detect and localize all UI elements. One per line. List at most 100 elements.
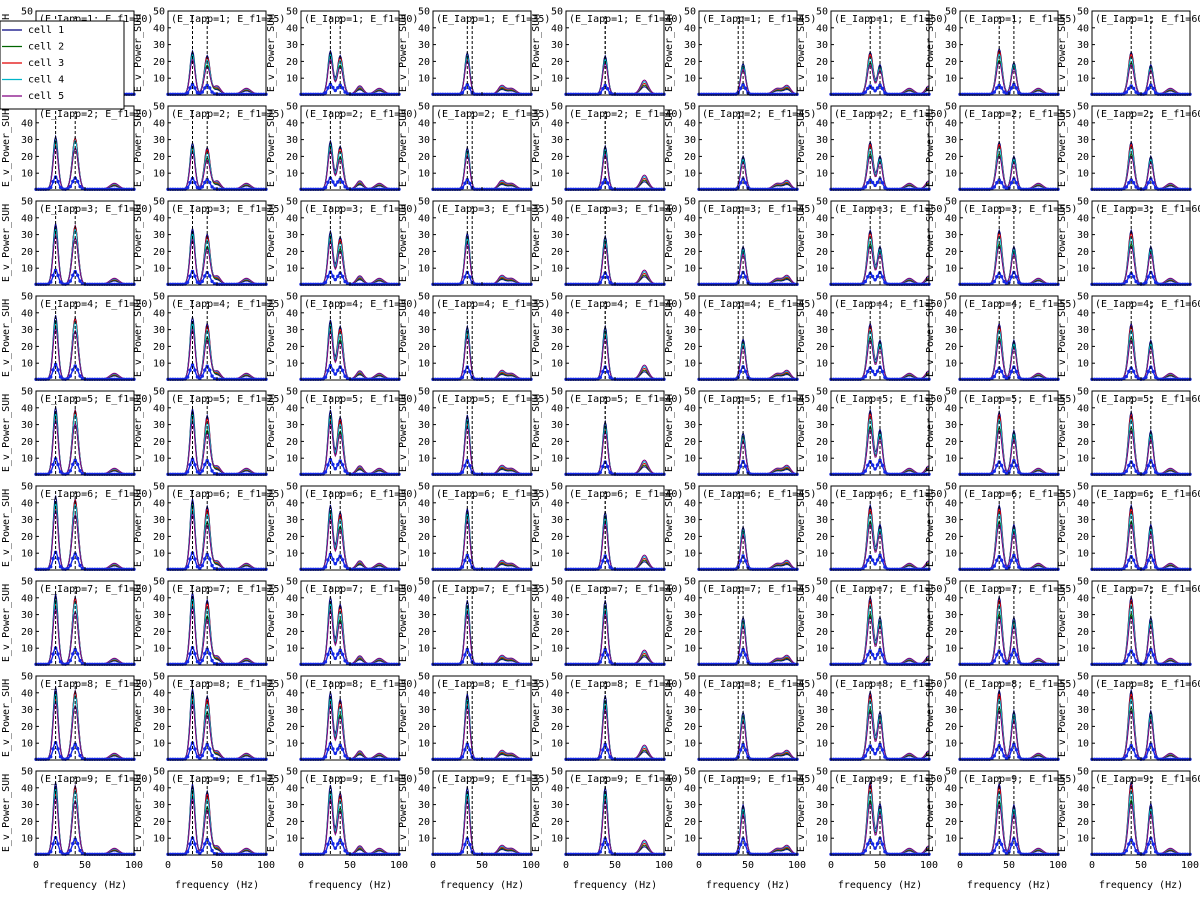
y-tick-label-20-iapp2-f45: 20	[684, 152, 696, 163]
data-point-mean-iapp4-f55	[1002, 374, 1006, 379]
y-tick-label-10-iapp2-f50: 10	[816, 169, 828, 180]
y-tick-label-30-iapp5-f50: 30	[816, 420, 828, 431]
data-point-mean-iapp3-f25	[208, 274, 212, 278]
data-point-mean-iapp3-f20	[51, 273, 55, 278]
data-point-mean-iapp9-f20	[76, 841, 80, 846]
y-tick-label-20-iapp8-f50: 20	[816, 722, 828, 733]
series-line-cell-5-iapp1-f30	[301, 58, 399, 95]
series-line-cell-4-iapp6-f35	[433, 514, 531, 570]
data-point-mean-iapp4-f25	[193, 368, 197, 372]
series-line-cell-2-iapp2-f35	[433, 149, 531, 190]
data-point-mean-iapp6-f40	[598, 565, 602, 569]
y-tick-label-40-iapp3-f60: 40	[1077, 213, 1089, 224]
y-tick-label-10-iapp5-f35: 10	[418, 454, 430, 465]
data-point-mean-iapp5-f25	[203, 462, 207, 467]
y-tick-label-10-iapp6-f50: 10	[816, 549, 828, 560]
y-tick-label-30-iapp1-f30: 30	[286, 40, 298, 51]
series-line-cell-5-iapp9-f25	[168, 797, 266, 855]
data-point-mean-iapp8-f50	[873, 752, 877, 756]
y-tick-label-30-iapp8-f35: 30	[418, 705, 430, 716]
data-point-mean-iapp5-f60	[1154, 470, 1158, 474]
data-point-mean-iapp6-f55	[995, 558, 999, 562]
subplot-title-iapp6-f55: (E_Iapp=6; E_f1=55)	[963, 489, 1077, 500]
subplot-title-iapp8-f45: (E_Iapp=8; E_f1=45)	[702, 679, 816, 690]
y-tick-label-10-iapp8-f40: 10	[551, 739, 563, 750]
y-tick-label-50-iapp1-f55: 50	[945, 7, 957, 18]
data-point-mean-iapp8-f30	[340, 747, 345, 752]
series-line-cell-2-iapp3-f60	[1092, 242, 1190, 285]
series-line-cell-4-iapp3-f30	[301, 234, 399, 285]
data-point-mean-iapp6-f60	[1154, 565, 1158, 569]
y-tick-label-50-iapp7-f25: 50	[153, 577, 165, 588]
data-point-mean-iapp1-f50	[880, 86, 885, 91]
data-point-mean-iapp4-f60	[1134, 374, 1138, 379]
series-line-cell-5-iapp3-f20	[36, 233, 134, 285]
data-point-mean-iapp4-f50	[873, 372, 877, 377]
y-axis-label-iapp4-f40: E_v_Power_SUH	[531, 299, 542, 377]
data-point-mean-iapp8-f55	[1002, 754, 1006, 758]
y-tick-label-10-iapp3-f40: 10	[551, 264, 563, 275]
data-point-mean-iapp1-f60	[1149, 83, 1153, 87]
y-tick-label-10-iapp7-f50: 10	[816, 644, 828, 655]
series-line-cell-1-iapp7-f40	[566, 600, 664, 665]
y-tick-label-10-iapp1-f60: 10	[1077, 74, 1089, 85]
y-tick-label-40-iapp6-f45: 40	[684, 498, 696, 509]
data-point-mean-iapp7-f55	[1012, 647, 1016, 652]
y-tick-label-10-iapp5-f45: 10	[684, 454, 696, 465]
data-point-mean-iapp8-f55	[997, 743, 1001, 748]
data-point-mean-iapp8-f55	[1004, 756, 1009, 761]
y-tick-label-20-iapp1-f40: 20	[551, 57, 563, 68]
y-axis-label-iapp7-f55: E_v_Power_SUH	[925, 584, 936, 662]
y-axis-label-iapp5-f20: E_v_Power_SUH	[1, 394, 12, 472]
y-axis-label-iapp8-f40: E_v_Power_SUH	[531, 679, 542, 757]
data-point-mean-iapp2-f50	[875, 180, 880, 185]
data-point-mean-iapp6-f55	[1012, 553, 1016, 557]
y-tick-label-20-iapp5-f40: 20	[551, 437, 563, 448]
data-point-mean-iapp6-f20	[66, 566, 70, 571]
data-point-mean-iapp7-f50	[863, 659, 867, 663]
y-tick-label-20-iapp5-f50: 20	[816, 437, 828, 448]
data-point-mean-iapp8-f30	[333, 751, 337, 756]
y-tick-label-20-iapp6-f30: 20	[286, 532, 298, 543]
y-tick-label-10-iapp9-f25: 10	[153, 834, 165, 845]
y-tick-label-20-iapp8-f60: 20	[1077, 722, 1089, 733]
series-line-cell-5-iapp2-f35	[433, 154, 531, 190]
y-tick-label-40-iapp7-f60: 40	[1077, 593, 1089, 604]
data-point-mean-iapp3-f20	[76, 273, 80, 277]
y-tick-label-30-iapp6-f20: 30	[21, 515, 33, 526]
series-line-cell-5-iapp6-f25	[168, 512, 266, 570]
data-point-mean-iapp3-f55	[1009, 275, 1014, 279]
y-axis-label-iapp5-f40: E_v_Power_SUH	[531, 394, 542, 472]
data-point-mean-iapp8-f45	[741, 742, 745, 747]
series-line-cell-3-iapp9-f25	[168, 792, 266, 855]
subplot-title-iapp6-f25: (E_Iapp=6; E_f1=25)	[171, 489, 285, 500]
series-line-cell-1-iapp3-f35	[433, 230, 531, 285]
data-point-mean-iapp1-f50	[883, 91, 887, 95]
data-point-mean-iapp1-f30	[343, 90, 347, 94]
series-line-cell-1-iapp9-f25	[168, 783, 266, 855]
data-point-mean-iapp1-f25	[185, 91, 190, 95]
y-axis-label-iapp4-f20: E_v_Power_SUH	[1, 299, 12, 377]
y-tick-label-10-iapp7-f30: 10	[286, 644, 298, 655]
y-tick-label-40-iapp4-f60: 40	[1077, 308, 1089, 319]
data-point-mean-iapp8-f50	[875, 747, 880, 752]
y-tick-label-50-iapp7-f55: 50	[945, 577, 957, 588]
y-tick-label-10-iapp8-f50: 10	[816, 739, 828, 750]
data-point-mean-iapp4-f20	[78, 374, 82, 378]
y-tick-label-40-iapp8-f60: 40	[1077, 688, 1089, 699]
data-point-mean-iapp7-f45	[741, 647, 745, 652]
series-line-cell-3-iapp3-f60	[1092, 231, 1190, 285]
data-point-mean-iapp6-f30	[340, 558, 345, 562]
y-tick-label-10-iapp3-f30: 10	[286, 264, 298, 275]
y-tick-label-20-iapp6-f50: 20	[816, 532, 828, 543]
data-point-mean-iapp6-f30	[338, 554, 342, 558]
series-line-cell-3-iapp6-f60	[1092, 506, 1190, 570]
series-line-cell-5-iapp3-f60	[1092, 245, 1190, 285]
subplot-iapp9-f30: 10 20 30 40 50 E_v_Power_SUH (E_Iapp=9; E_f1=3…	[266, 767, 418, 892]
series-line-cell-1-iapp6-f40	[566, 511, 664, 570]
